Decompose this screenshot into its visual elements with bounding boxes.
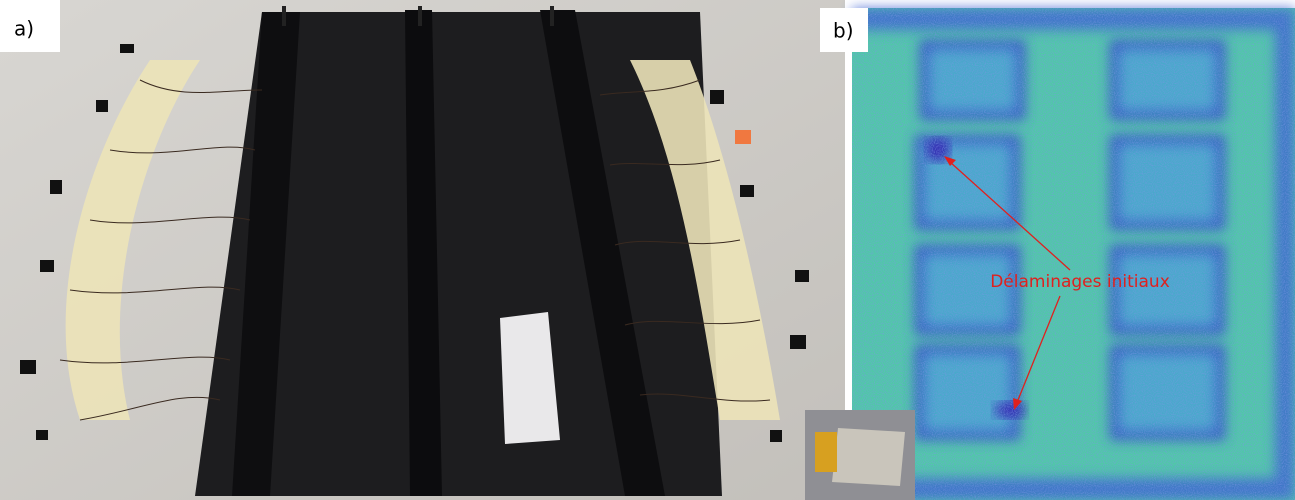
inset-photo — [805, 410, 915, 500]
thermal-map-b — [852, 8, 1295, 500]
figure: a) b) Délaminages initiaux — [0, 0, 1295, 500]
panel-label: b) — [833, 19, 854, 43]
page: a) b) Délaminages initiaux (() => { cons… — [0, 0, 1295, 500]
photo-a — [0, 0, 845, 500]
annotation: Délaminages initiaux — [990, 272, 1170, 292]
panel-label: a) — [14, 17, 34, 41]
